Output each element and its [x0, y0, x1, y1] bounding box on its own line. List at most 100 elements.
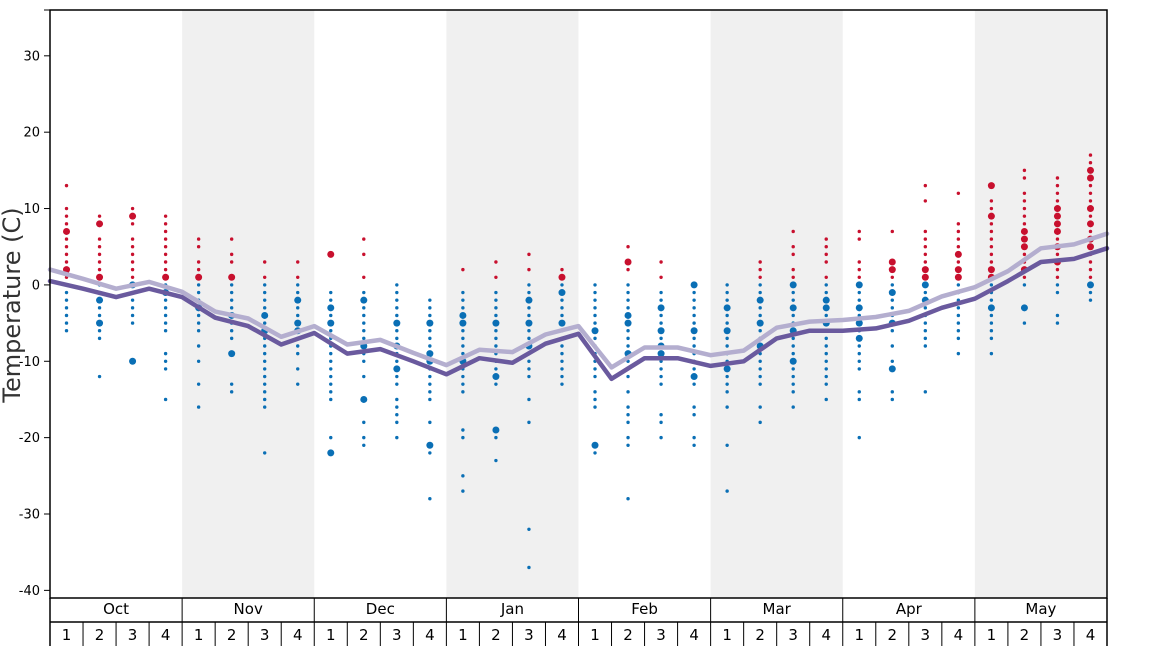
week-label: 1	[62, 626, 72, 644]
temperature-point	[1088, 183, 1093, 188]
temperature-point-large	[327, 319, 335, 327]
temperature-point	[1055, 191, 1060, 195]
temperature-point-large	[558, 273, 566, 281]
temperature-point	[989, 245, 994, 249]
temperature-point	[758, 306, 762, 310]
temperature-point	[229, 336, 234, 341]
temperature-point	[824, 260, 828, 264]
temperature-point	[725, 290, 729, 295]
temperature-point-large	[1020, 227, 1028, 235]
week-label: 3	[128, 626, 138, 644]
temperature-point	[956, 191, 961, 195]
temperature-point-large	[921, 273, 929, 281]
temperature-point	[956, 313, 961, 318]
temperature-point	[890, 344, 894, 348]
temperature-point-large	[261, 311, 269, 319]
temperature-point	[163, 260, 168, 264]
temperature-point	[494, 290, 498, 295]
temperature-point	[725, 344, 729, 348]
temperature-point	[989, 321, 994, 325]
temperature-point	[857, 390, 861, 394]
temperature-point	[857, 351, 861, 356]
temperature-point	[725, 382, 729, 386]
temperature-point	[130, 245, 135, 249]
temperature-point	[1055, 275, 1060, 279]
temperature-point	[791, 351, 795, 356]
temperature-point	[263, 397, 267, 402]
temperature-point	[428, 329, 432, 333]
dark-trend-line	[47, 246, 1110, 382]
temperature-point	[626, 267, 630, 272]
temperature-point	[626, 245, 630, 249]
month-label-jan: Jan	[500, 600, 524, 618]
temperature-point	[791, 313, 795, 318]
temperature-point	[263, 390, 267, 394]
week-label: 3	[524, 626, 534, 644]
temperature-point	[593, 374, 597, 379]
temperature-point	[923, 183, 928, 188]
temperature-point	[296, 367, 300, 371]
temperature-point	[1088, 161, 1093, 165]
temperature-point	[956, 336, 961, 341]
temperature-point	[989, 252, 994, 257]
temperature-point	[1055, 176, 1060, 180]
temperature-point-large	[954, 250, 962, 258]
temperature-point	[428, 336, 432, 341]
temperature-point	[824, 237, 828, 241]
temperature-point	[923, 237, 928, 241]
temperature-point	[758, 405, 762, 409]
temperature-point	[890, 397, 894, 402]
temperature-point	[1088, 298, 1093, 302]
temperature-point	[692, 298, 696, 302]
temperature-point	[263, 283, 267, 287]
temperature-point	[1055, 321, 1060, 325]
temperature-point	[329, 359, 333, 363]
temperature-point	[527, 565, 531, 570]
temperature-point	[64, 245, 69, 249]
temperature-point	[857, 229, 861, 234]
temperature-point	[923, 306, 928, 310]
temperature-point	[461, 474, 465, 478]
temperature-point	[362, 237, 366, 241]
temperature-point	[196, 321, 201, 325]
temperature-point	[692, 306, 696, 310]
temperature-point	[163, 267, 168, 272]
temperature-point-large	[1020, 304, 1028, 312]
temperature-point	[659, 313, 663, 318]
temperature-point	[64, 222, 69, 226]
temperature-point	[758, 367, 762, 371]
temperature-point	[263, 367, 267, 371]
temperature-point-large	[954, 273, 962, 281]
temperature-point	[659, 374, 663, 379]
temperature-point	[1088, 153, 1093, 157]
temperature-point	[560, 367, 564, 371]
temperature-point	[428, 397, 432, 402]
temperature-point	[593, 390, 597, 394]
temperature-point	[196, 329, 201, 333]
temperature-point	[1088, 229, 1093, 234]
y-tick-label: 20	[23, 126, 40, 141]
temperature-point-large	[360, 296, 368, 304]
month-label-may: May	[1025, 600, 1056, 618]
temperature-point	[229, 260, 234, 264]
temperature-point	[263, 321, 267, 325]
temperature-point	[824, 359, 828, 363]
temperature-point	[791, 229, 795, 234]
week-label: 3	[921, 626, 931, 644]
temperature-point	[923, 245, 928, 249]
temperature-point	[1022, 283, 1027, 287]
temperature-point	[560, 313, 564, 318]
temperature-point	[956, 351, 961, 356]
temperature-point	[263, 351, 267, 356]
temperature-point-large	[987, 212, 995, 220]
x-axis: Oct 1 2 3 4 Nov 1 2 3 4 Dec 1 2 3 4 Jan 1 2 3 4 Feb 1 2 3 4 Mar 1 2…	[49, 598, 1108, 646]
temperature-point	[1022, 191, 1027, 195]
temperature-point	[163, 252, 168, 257]
temperature-point	[130, 222, 135, 226]
temperature-point-large	[690, 373, 698, 381]
week-label: 4	[293, 626, 303, 644]
temperature-point	[527, 336, 531, 341]
temperature-point	[758, 374, 762, 379]
temperature-point-large	[360, 395, 368, 403]
temperature-point	[296, 283, 300, 287]
